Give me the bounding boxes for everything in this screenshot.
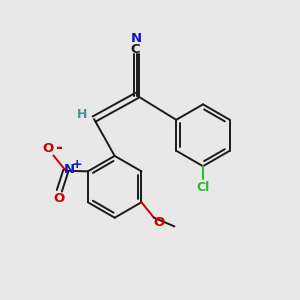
Text: O: O bbox=[154, 216, 165, 230]
Text: N: N bbox=[130, 32, 142, 46]
Text: N: N bbox=[64, 163, 75, 176]
Text: O: O bbox=[43, 142, 54, 155]
Text: -: - bbox=[55, 139, 62, 157]
Text: H: H bbox=[76, 108, 87, 121]
Text: C: C bbox=[130, 43, 140, 56]
Text: O: O bbox=[54, 192, 65, 205]
Text: Cl: Cl bbox=[196, 181, 210, 194]
Text: +: + bbox=[72, 158, 82, 171]
